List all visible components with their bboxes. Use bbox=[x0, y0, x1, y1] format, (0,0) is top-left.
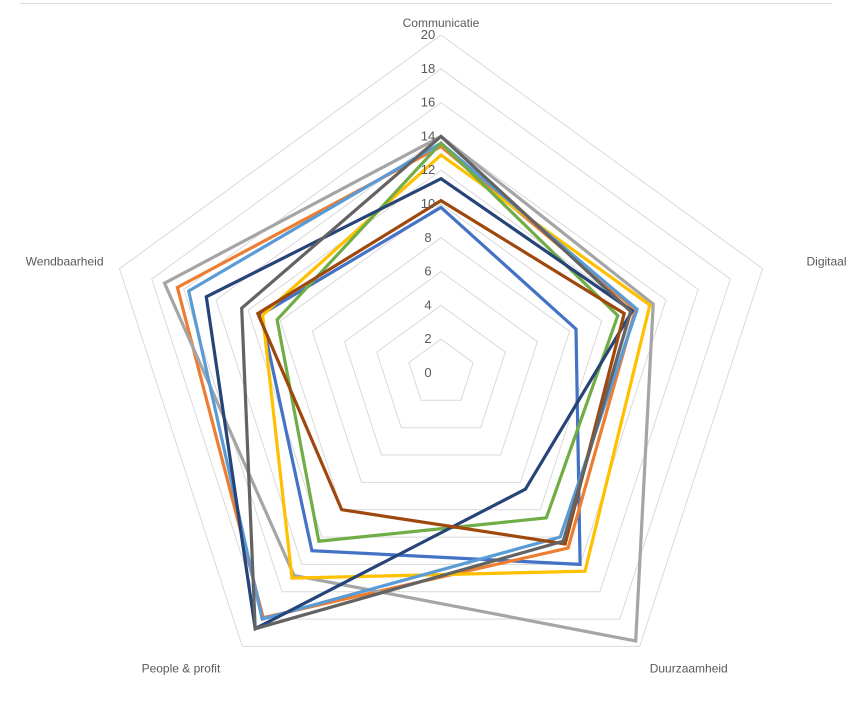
series-7-line bbox=[204, 176, 635, 632]
tick-label-4: 4 bbox=[424, 297, 431, 312]
series-4-line bbox=[260, 152, 652, 580]
axis-category-labels: Communicatie Digitaal Duurzaamheid People &… bbox=[26, 16, 847, 675]
tick-label-18: 18 bbox=[421, 61, 435, 76]
tick-label-10: 10 bbox=[421, 196, 435, 211]
axis-label-digitaal: Digitaal bbox=[807, 255, 847, 269]
tick-label-12: 12 bbox=[421, 162, 435, 177]
tick-label-6: 6 bbox=[424, 264, 431, 279]
radar-series-group bbox=[162, 134, 655, 643]
chart-top-border bbox=[20, 3, 832, 4]
series-5-line bbox=[186, 141, 639, 622]
series-8-line bbox=[255, 198, 627, 546]
grid-ring-16 bbox=[183, 101, 699, 593]
axis-label-duurzaamheid: Duurzaamheid bbox=[650, 661, 728, 675]
tick-label-0: 0 bbox=[424, 365, 431, 380]
series-9-line bbox=[240, 134, 633, 631]
grid-ring-2 bbox=[408, 338, 474, 401]
tick-label-20: 20 bbox=[421, 27, 435, 42]
grid-ring-18 bbox=[151, 68, 731, 620]
series-6-line bbox=[275, 140, 620, 543]
grid-ring-6 bbox=[344, 270, 538, 456]
grid-ring-20 bbox=[118, 34, 764, 647]
axis-label-wendbaarheid: Wendbaarheid bbox=[26, 255, 104, 269]
tick-label-16: 16 bbox=[421, 95, 435, 110]
grid-ring-8 bbox=[311, 237, 571, 483]
radial-tick-labels: 0 2 4 6 8 10 12 14 16 18 20 bbox=[421, 27, 435, 380]
tick-label-8: 8 bbox=[424, 230, 431, 245]
grid-ring-4 bbox=[376, 304, 506, 429]
tick-label-2: 2 bbox=[424, 331, 431, 346]
axis-label-communicatie: Communicatie bbox=[403, 16, 480, 30]
series-1-line bbox=[259, 205, 582, 567]
axis-label-people-profit: People & profit bbox=[142, 661, 221, 675]
grid-ring-12 bbox=[247, 169, 635, 538]
radar-grid bbox=[118, 34, 764, 647]
series-3-line bbox=[162, 134, 655, 643]
tick-label-14: 14 bbox=[421, 128, 435, 143]
grid-ring-10 bbox=[279, 203, 603, 511]
